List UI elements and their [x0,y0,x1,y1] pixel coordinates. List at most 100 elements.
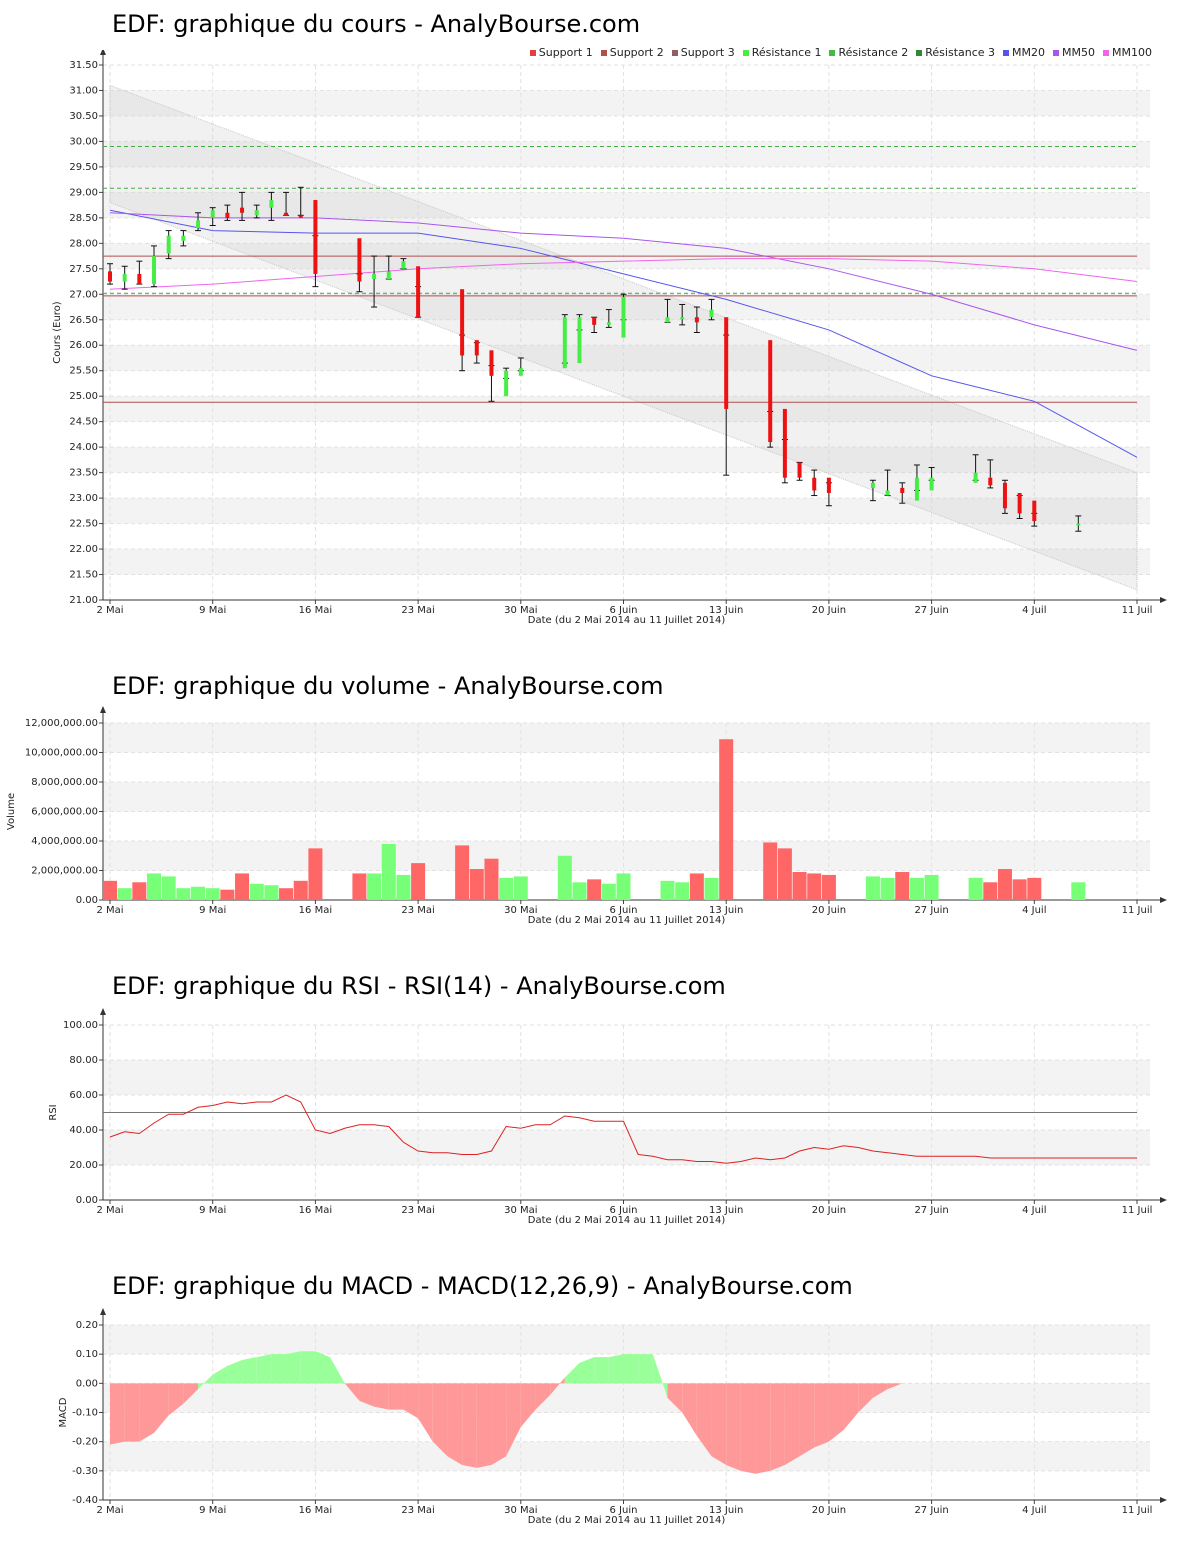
candle-body [166,235,171,254]
candle-body [592,317,597,325]
candle-body [313,200,318,274]
macd-chart-title: EDF: graphique du MACD - MACD(12,26,9) -… [112,1272,853,1300]
x-tick-label: 20 Juin [812,1205,846,1216]
y-tick-label: 23.00 [69,493,98,504]
volume-bar [792,871,807,900]
x-tick-label: 9 Mai [199,1505,226,1516]
x-axis-label: Date (du 2 Mai 2014 au 11 Juillet 2014) [528,615,726,626]
macd-area-segment [520,1383,536,1428]
y-tick-label: 28.50 [69,213,98,224]
x-tick-label: 30 Mai [504,905,537,916]
volume-bar [279,888,294,900]
y-tick-label: 0.20 [76,1320,98,1331]
volume-bar [249,883,264,900]
volume-bar [909,877,924,900]
y-tick-label: -0.30 [72,1466,98,1477]
grid-band [103,396,1150,422]
y-tick-label: -0.10 [72,1408,98,1419]
y-tick-label: 30.00 [69,136,98,147]
grid-band [103,1060,1150,1095]
macd-area-segment [124,1383,140,1442]
x-tick-label: 11 Juil [1122,1205,1153,1216]
x-tick-label: 9 Mai [199,605,226,616]
macd-area-segment [638,1354,653,1384]
volume-bar [513,876,528,900]
y-tick-label: 27.00 [69,289,98,300]
volume-bar [983,882,998,900]
candle-body [298,215,303,218]
candle-body [782,408,787,478]
macd-area-segment [740,1383,756,1474]
volume-bar [924,874,939,900]
grid-band [103,141,1150,167]
price-legend: Support 1 Support 2 Support 3 Résistance… [529,46,1152,59]
x-tick-label: 13 Juin [709,905,743,916]
grid-band [103,90,1150,116]
legend-swatch-icon [1053,49,1060,56]
volume-bar [147,873,162,900]
legend-swatch-icon [600,49,607,56]
macd-area-segment [447,1383,463,1465]
volume-bar [264,885,279,900]
x-tick-label: 9 Mai [199,1205,226,1216]
y-tick-label: 29.50 [69,162,98,173]
volume-bar [821,874,836,900]
candle-body [416,266,421,318]
x-tick-label: 13 Juin [709,605,743,616]
grid-band [103,782,1150,812]
volume-bar [499,877,514,900]
macd-area-segment [344,1383,360,1401]
candle-body [181,235,186,241]
x-tick-label: 2 Mai [96,905,123,916]
macd-area-segment [711,1383,727,1465]
macd-area-segment [110,1383,125,1445]
volume-bar [719,739,734,900]
macd-area-segment [418,1383,433,1442]
volume-bar [176,888,191,900]
macd-area-segment [271,1354,287,1384]
candle-body [885,490,890,496]
candle-body [401,261,406,269]
y-tick-label: -0.40 [72,1495,98,1506]
candle-body [797,462,802,478]
y-axis-arrow-icon [100,1008,106,1015]
macd-area-segment [858,1383,873,1413]
y-tick-label: 25.00 [69,391,98,402]
macd-area-segment [652,1354,668,1398]
candle-body [284,212,289,216]
macd-area-segment [608,1354,624,1384]
candle-body [108,271,112,282]
legend-label: MM50 [1062,46,1096,59]
grid-band [103,192,1150,218]
x-tick-label: 11 Juil [1122,1505,1153,1516]
y-tick-label: 0.00 [76,895,98,906]
y-tick-label: 25.50 [69,366,98,377]
volume-bar [103,880,117,900]
legend-mm50: MM50 [1053,46,1095,59]
y-tick-label: 4,000,000.00 [31,836,98,847]
volume-bar [807,873,822,900]
macd-area-segment [462,1383,477,1468]
macd-area-segment [300,1351,316,1384]
volume-bar [675,882,690,900]
macd-area-segment [667,1383,683,1413]
legend-resistance-2: Résistance 2 [829,46,908,59]
candle-body [1076,523,1081,526]
volume-bar [616,873,631,900]
legend-swatch-icon [829,49,836,56]
y-tick-label: 24.50 [69,417,98,428]
grid-band [103,345,1150,371]
legend-mm100: MM100 [1103,46,1152,59]
volume-bar [968,877,983,900]
candle-body [210,210,215,218]
macd-area-segment [814,1383,829,1448]
macd-chart: -0.40 -0.30 -0.20 -0.10 0.00 0.10 0.20 2 Mai 9 M… [58,1308,1167,1526]
candle-body [137,273,142,285]
macd-area-segment [799,1383,815,1457]
volume-bar [1027,877,1042,900]
volume-bar [205,888,220,900]
macd-area-segment [784,1383,800,1465]
volume-bar [660,880,675,900]
candle-body [474,340,479,356]
rsi-line [109,1094,1137,1164]
